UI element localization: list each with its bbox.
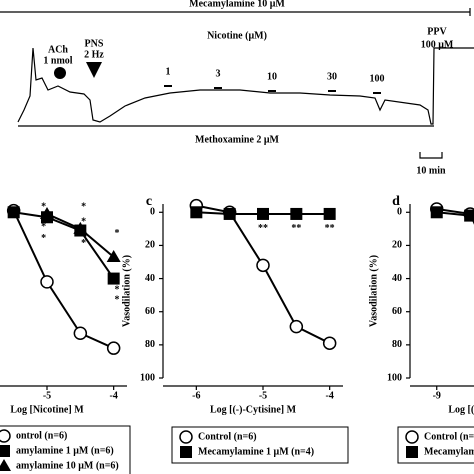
- mecamylamine-label: Mecamylamine 10 μM: [189, 0, 285, 9]
- legend-marker: [0, 445, 10, 457]
- ach-marker: [54, 67, 66, 79]
- concentration-label: 3: [216, 68, 221, 79]
- data-point: [323, 207, 336, 220]
- x-tick-label: -4: [325, 390, 333, 401]
- series-line: [13, 211, 115, 280]
- legend-label: Control (n=6): [198, 431, 257, 442]
- x-tick-label: -6: [192, 390, 200, 401]
- data-point: [40, 275, 54, 289]
- x-axis-label: Log [(±)-Ep: [448, 404, 474, 415]
- concentration-label: 100: [370, 73, 385, 84]
- data-point: [106, 341, 121, 355]
- significance-mark: *: [115, 294, 120, 305]
- y-tick-label: 20: [392, 240, 402, 251]
- series-line: [12, 210, 115, 350]
- y-axis-label: Vasodilation (%): [121, 255, 132, 327]
- ppv-dose: 100 μM: [421, 39, 454, 50]
- y-tick-label: 100: [387, 372, 402, 383]
- data-point: [106, 250, 121, 263]
- x-axis-label: Log [(-)-Cytisine] M: [210, 404, 297, 415]
- y-tick-label: 80: [145, 339, 155, 350]
- significance-mark: **: [258, 223, 268, 234]
- pns-marker: [86, 62, 102, 78]
- significance-mark: *: [115, 284, 120, 295]
- concentration-label: 1: [166, 66, 171, 77]
- data-point: [223, 207, 236, 220]
- concentration-label: 30: [327, 71, 337, 82]
- legend-label: amylamine 1 μM (n=6): [16, 445, 114, 456]
- data-point: [464, 209, 474, 222]
- x-tick-label: -4: [109, 390, 117, 401]
- ach-dose: 1 nmol: [43, 55, 72, 66]
- legend-marker: [179, 430, 193, 444]
- chart-panel: 0 20 40 60 80 100 -6 -5 -4 Log [(-)-Cytisine] M Va…: [121, 194, 349, 464]
- legend-label: Mecamylamine 1 μM (n=4): [198, 446, 314, 457]
- legend-label: ontrol (n=6): [16, 430, 67, 441]
- application-marks: [164, 85, 381, 94]
- data-point: [73, 326, 88, 341]
- pns-frequency: 2 Hz: [84, 49, 104, 60]
- legend-box: [0, 425, 131, 474]
- ach-label: ACh: [48, 44, 68, 55]
- data-point: [256, 258, 270, 273]
- data-point: [190, 206, 203, 219]
- significance-mark: *: [115, 228, 120, 239]
- time-scale-label: 10 min: [416, 165, 446, 176]
- pns-label: PNS: [85, 38, 104, 49]
- y-tick-label: 0: [150, 207, 155, 218]
- methoxamine-label: Methoxamine 2 μM: [195, 134, 280, 145]
- legend-marker: [180, 446, 192, 458]
- legend-label: Mecamylamin: [424, 446, 474, 457]
- y-axis-label: Vasodilation (%): [368, 255, 379, 327]
- significance-mark: *: [41, 202, 46, 213]
- data-point: [430, 206, 443, 219]
- ppv-label: PPV: [427, 26, 447, 37]
- significance-mark: **: [325, 223, 335, 234]
- data-point: [40, 206, 54, 219]
- panel-label: d: [392, 194, 400, 209]
- legend-marker: [0, 459, 11, 471]
- y-tick-label: 40: [145, 273, 155, 284]
- y-tick-label: 60: [392, 306, 402, 317]
- data-point: [7, 206, 20, 219]
- x-axis-label: Log [Nicotine] M: [10, 404, 84, 415]
- significance-mark: **: [291, 223, 301, 234]
- data-point: [257, 207, 269, 220]
- data-point: [107, 272, 120, 285]
- legend-marker: [0, 429, 11, 443]
- time-scale-bar: [419, 152, 443, 159]
- x-tick-label: -5: [43, 390, 51, 401]
- y-tick-label: 0: [397, 207, 402, 218]
- legend-box: [171, 426, 349, 464]
- data-point: [73, 221, 88, 234]
- significance-mark: *: [81, 238, 86, 249]
- legend-marker: [406, 446, 418, 458]
- significance-mark: *: [81, 202, 86, 213]
- trace-panel: Mecamylamine 10 μM Nicotine (μM) ACh 1 n…: [0, 0, 474, 176]
- y-tick-label: 80: [392, 339, 402, 350]
- data-point: [289, 319, 304, 334]
- y-tick-label: 20: [145, 240, 155, 251]
- significance-mark: *: [41, 233, 46, 244]
- data-point: [322, 336, 337, 350]
- data-point: [290, 207, 303, 220]
- concentration-label: 10: [267, 71, 277, 82]
- significance-mark: *: [81, 217, 86, 228]
- legend-label: Control (n=6: [424, 431, 474, 442]
- significance-mark: *: [41, 221, 46, 232]
- y-tick-label: 60: [145, 306, 155, 317]
- x-tick-label: -9: [433, 390, 441, 401]
- panel-label: c: [146, 194, 152, 209]
- tension-trace: [17, 47, 474, 125]
- legend-marker: [405, 430, 419, 444]
- x-tick-label: -5: [259, 390, 267, 401]
- y-tick-label: 100: [140, 372, 155, 383]
- nicotine-label: Nicotine (μM): [207, 30, 267, 41]
- y-tick-label: 40: [392, 273, 402, 284]
- legend-label: amylamine 10 μM (n=6): [16, 460, 119, 471]
- chart-panel: 0 20 40 60 80 100 -9 Log [(±)-Ep Vasodilation (%…: [368, 194, 474, 464]
